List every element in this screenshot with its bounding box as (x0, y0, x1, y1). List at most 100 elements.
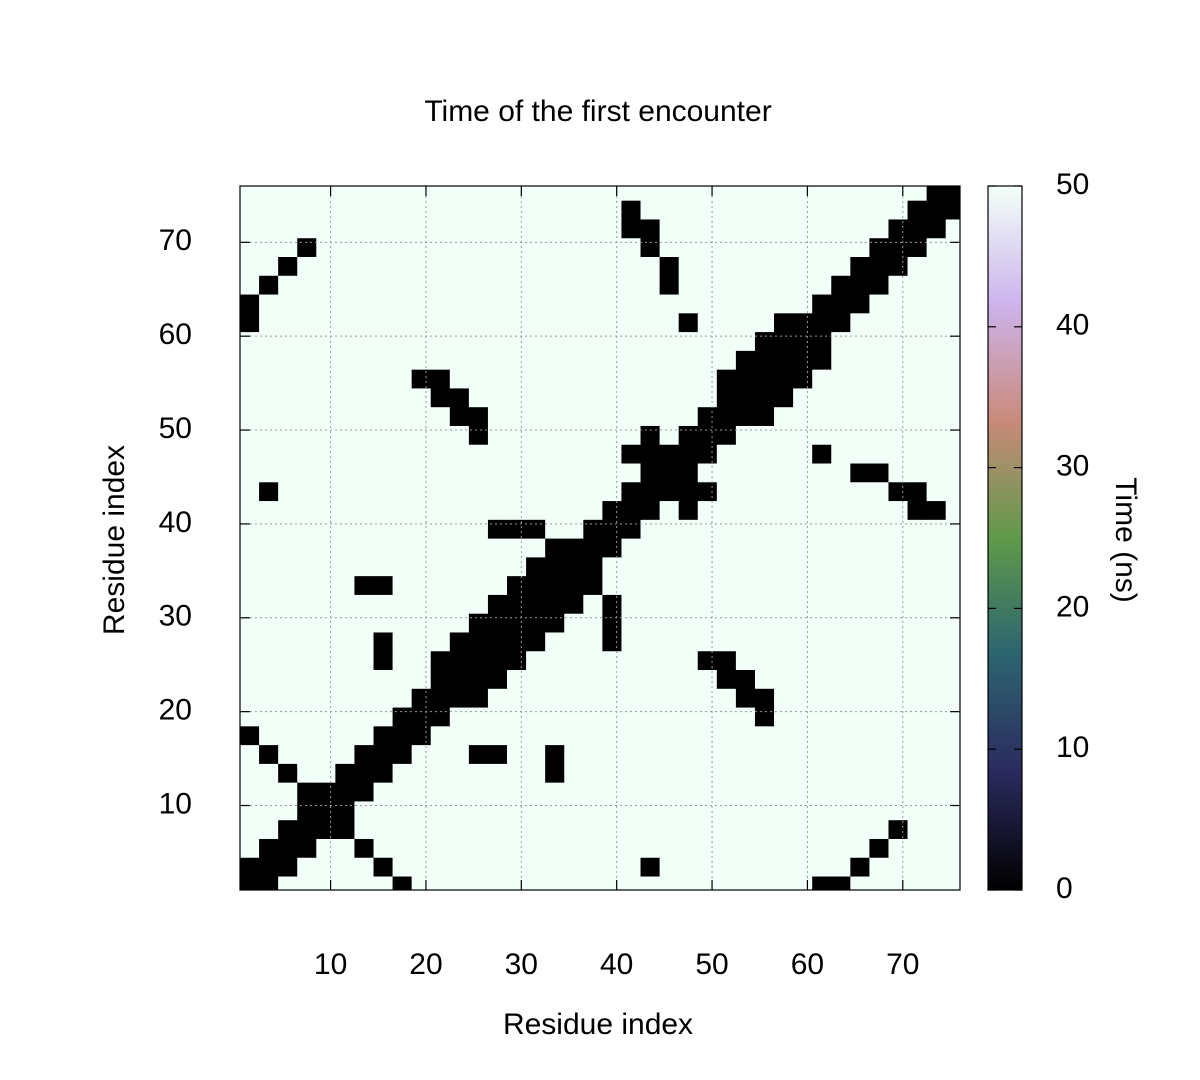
heatmap-cell (774, 186, 794, 201)
heatmap-cell (411, 838, 432, 858)
heatmap-cell (831, 481, 851, 502)
heatmap-cell (831, 350, 851, 370)
heatmap-cell (297, 819, 317, 839)
heatmap-cell (945, 838, 960, 858)
heatmap-cell (735, 331, 756, 351)
heatmap-cell (659, 875, 680, 890)
heatmap-cell (640, 406, 661, 426)
heatmap-cell (468, 425, 489, 445)
heatmap-cell (926, 875, 947, 890)
heatmap-cell (240, 500, 260, 520)
heatmap-cell (831, 462, 851, 483)
heatmap-cell (392, 275, 413, 295)
heatmap-cell (526, 406, 546, 426)
heatmap-cell (945, 350, 960, 370)
heatmap-cell (316, 782, 336, 802)
heatmap-cell (259, 556, 279, 577)
heatmap-cell (240, 725, 260, 746)
heatmap-cell (907, 556, 928, 577)
heatmap-cell (926, 369, 947, 389)
heatmap-cell (945, 744, 960, 764)
heatmap-cell (754, 782, 775, 802)
heatmap-cell (621, 406, 642, 426)
heatmap-cell (468, 500, 489, 520)
heatmap-cell (697, 218, 718, 239)
heatmap-cell (888, 706, 909, 727)
heatmap-cell (449, 744, 470, 764)
heatmap-cell (716, 594, 737, 614)
heatmap-cell (392, 669, 413, 689)
heatmap-cell (583, 331, 603, 351)
heatmap-cell (831, 369, 851, 389)
heatmap-cell (392, 200, 413, 220)
heatmap-cell (316, 256, 336, 276)
heatmap-cell (316, 800, 336, 821)
heatmap-cell (468, 556, 489, 577)
heatmap-cell (430, 425, 451, 445)
heatmap-cell (411, 237, 432, 257)
heatmap-cell (793, 350, 813, 370)
heatmap-cell (583, 556, 603, 577)
heatmap-cell (564, 462, 584, 483)
heatmap-cell (487, 706, 508, 727)
heatmap-cell (888, 875, 909, 890)
heatmap-cell (697, 186, 718, 201)
heatmap-cell (526, 631, 546, 652)
heatmap-cell (449, 575, 470, 595)
heatmap-cell (316, 519, 336, 539)
heatmap-cell (507, 218, 527, 239)
heatmap-cell (468, 838, 489, 858)
heatmap-cell (812, 800, 832, 821)
heatmap-cell (411, 744, 432, 764)
heatmap-cell (850, 538, 871, 558)
heatmap-cell (259, 406, 279, 426)
heatmap-cell (869, 406, 890, 426)
heatmap-cell (487, 819, 508, 839)
heatmap-cell (621, 613, 642, 633)
heatmap-cell (697, 519, 718, 539)
heatmap-cell (468, 293, 489, 314)
heatmap-cell (793, 744, 813, 764)
heatmap-cell (392, 331, 413, 351)
heatmap-cell (259, 594, 279, 614)
heatmap-cell (602, 406, 623, 426)
heatmap-cell (793, 186, 813, 201)
heatmap-cell (640, 650, 661, 671)
heatmap-cell (697, 462, 718, 483)
heatmap-cell (259, 575, 279, 595)
heatmap-cell (640, 481, 661, 502)
heatmap-cell (812, 838, 832, 858)
heatmap-cell (735, 186, 756, 201)
heatmap-cell (354, 500, 375, 520)
heatmap-cell (507, 406, 527, 426)
heatmap-cell (831, 857, 851, 877)
heatmap-cell (945, 500, 960, 520)
heatmap-cell (869, 669, 890, 689)
heatmap-cell (907, 819, 928, 839)
heatmap-cell (297, 650, 317, 671)
heatmap-cell (526, 350, 546, 370)
y-tick-label: 70 (159, 224, 192, 257)
heatmap-cell (754, 819, 775, 839)
heatmap-cell (354, 875, 375, 890)
heatmap-cell (335, 838, 356, 858)
heatmap-cell (754, 387, 775, 408)
heatmap-cell (545, 744, 565, 764)
heatmap-cell (907, 800, 928, 821)
heatmap-cell (945, 594, 960, 614)
heatmap-cell (697, 387, 718, 408)
heatmap-cell (564, 613, 584, 633)
heatmap-cell (888, 312, 909, 333)
heatmap-cell (926, 256, 947, 276)
heatmap-cell (697, 369, 718, 389)
heatmap-cell (774, 481, 794, 502)
heatmap-cell (735, 688, 756, 708)
heatmap-cell (354, 650, 375, 671)
heatmap-cell (583, 631, 603, 652)
heatmap-cell (621, 369, 642, 389)
heatmap-cell (297, 613, 317, 633)
heatmap-cell (945, 613, 960, 633)
heatmap-cell (297, 425, 317, 445)
heatmap-cell (468, 186, 489, 201)
heatmap-cell (907, 575, 928, 595)
